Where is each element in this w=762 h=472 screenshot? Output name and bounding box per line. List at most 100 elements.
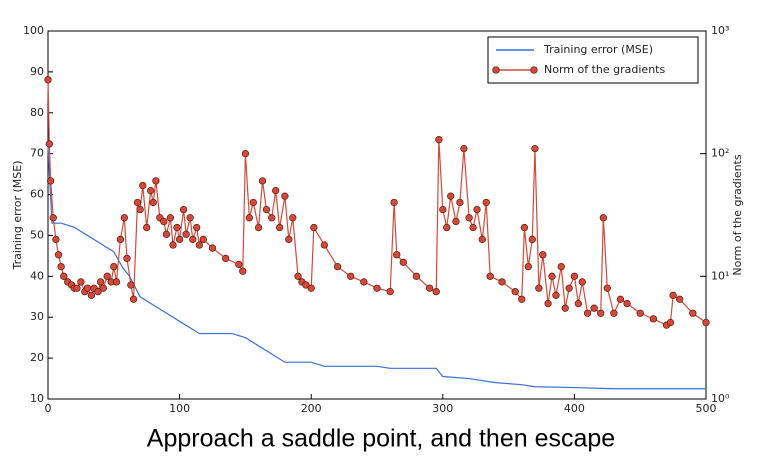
marker bbox=[702, 318, 710, 327]
marker bbox=[129, 295, 138, 303]
x-tick-label: 0 bbox=[45, 402, 52, 415]
marker bbox=[333, 262, 342, 271]
marker bbox=[570, 272, 579, 280]
marker bbox=[249, 198, 257, 207]
marker bbox=[245, 214, 253, 222]
marker bbox=[262, 205, 271, 214]
marker bbox=[425, 284, 434, 292]
marker bbox=[275, 223, 284, 232]
x-tick-label: 400 bbox=[564, 402, 585, 415]
marker bbox=[146, 186, 155, 195]
legend-marker bbox=[492, 66, 500, 74]
marker bbox=[258, 177, 267, 185]
marker bbox=[443, 223, 451, 232]
marker bbox=[289, 214, 297, 222]
marker bbox=[460, 144, 468, 153]
marker bbox=[169, 241, 177, 249]
marker bbox=[152, 177, 160, 185]
marker bbox=[254, 223, 263, 232]
y2-tick-label: 10¹ bbox=[711, 269, 729, 282]
marker bbox=[186, 214, 194, 222]
marker bbox=[241, 150, 250, 158]
marker bbox=[465, 214, 473, 222]
marker bbox=[347, 272, 355, 280]
marker bbox=[452, 217, 460, 226]
marker bbox=[189, 235, 197, 244]
marker bbox=[544, 299, 552, 308]
marker bbox=[127, 281, 135, 289]
y-tick-label: 20 bbox=[30, 351, 44, 364]
marker bbox=[99, 284, 107, 292]
marker bbox=[162, 230, 171, 238]
marker bbox=[46, 177, 55, 185]
marker bbox=[649, 315, 658, 323]
y-tick-label: 90 bbox=[30, 65, 44, 78]
marker bbox=[179, 205, 188, 214]
x-tick-label: 100 bbox=[169, 402, 190, 415]
x-tick-label: 200 bbox=[301, 402, 322, 415]
y-tick-label: 60 bbox=[30, 188, 44, 201]
marker bbox=[518, 295, 526, 303]
marker bbox=[195, 241, 203, 249]
marker bbox=[175, 235, 184, 244]
y-tick-label: 80 bbox=[30, 106, 44, 119]
plot-frame bbox=[47, 30, 707, 400]
marker bbox=[302, 281, 310, 289]
marker bbox=[636, 309, 644, 317]
marker bbox=[123, 254, 131, 263]
marker bbox=[112, 278, 121, 286]
marker bbox=[552, 291, 560, 299]
marker bbox=[160, 217, 168, 226]
marker bbox=[603, 284, 611, 292]
marker bbox=[60, 272, 68, 280]
marker bbox=[103, 272, 111, 280]
marker bbox=[456, 198, 464, 207]
marker bbox=[578, 278, 586, 286]
marker bbox=[222, 254, 230, 263]
caption: Approach a saddle point, and then escape bbox=[147, 425, 615, 453]
marker bbox=[666, 318, 675, 327]
marker bbox=[310, 223, 318, 232]
marker bbox=[565, 284, 573, 292]
y-tick-label: 10 bbox=[30, 392, 44, 405]
marker bbox=[87, 291, 96, 299]
marker bbox=[531, 144, 539, 153]
marker bbox=[616, 295, 625, 303]
marker bbox=[133, 198, 142, 207]
marker bbox=[610, 309, 618, 317]
marker bbox=[360, 278, 368, 286]
y-tick-label: 70 bbox=[30, 147, 44, 160]
marker bbox=[281, 192, 289, 200]
marker bbox=[386, 288, 394, 296]
marker bbox=[469, 223, 477, 232]
x-tick-label: 300 bbox=[432, 402, 453, 415]
marker bbox=[557, 262, 565, 271]
marker bbox=[393, 251, 401, 259]
marker bbox=[590, 304, 598, 312]
marker bbox=[294, 272, 302, 280]
legend-label: Norm of the gradients bbox=[544, 63, 665, 76]
marker bbox=[561, 304, 569, 312]
marker bbox=[535, 284, 543, 292]
marker bbox=[73, 284, 81, 292]
marker bbox=[83, 284, 92, 292]
marker bbox=[597, 309, 605, 317]
marker bbox=[193, 223, 201, 232]
marker bbox=[49, 214, 57, 222]
marker bbox=[96, 278, 105, 286]
x-tick-label: 500 bbox=[696, 402, 717, 415]
marker bbox=[399, 258, 407, 267]
marker bbox=[143, 223, 151, 232]
y-tick-label: 100 bbox=[23, 24, 44, 37]
marker bbox=[149, 198, 157, 207]
marker bbox=[528, 235, 536, 244]
marker bbox=[373, 284, 381, 292]
marker bbox=[139, 181, 147, 190]
marker bbox=[574, 299, 582, 308]
marker bbox=[52, 235, 60, 244]
marker bbox=[120, 214, 128, 222]
marker bbox=[173, 223, 181, 232]
marker bbox=[285, 235, 293, 244]
marker bbox=[548, 272, 556, 280]
